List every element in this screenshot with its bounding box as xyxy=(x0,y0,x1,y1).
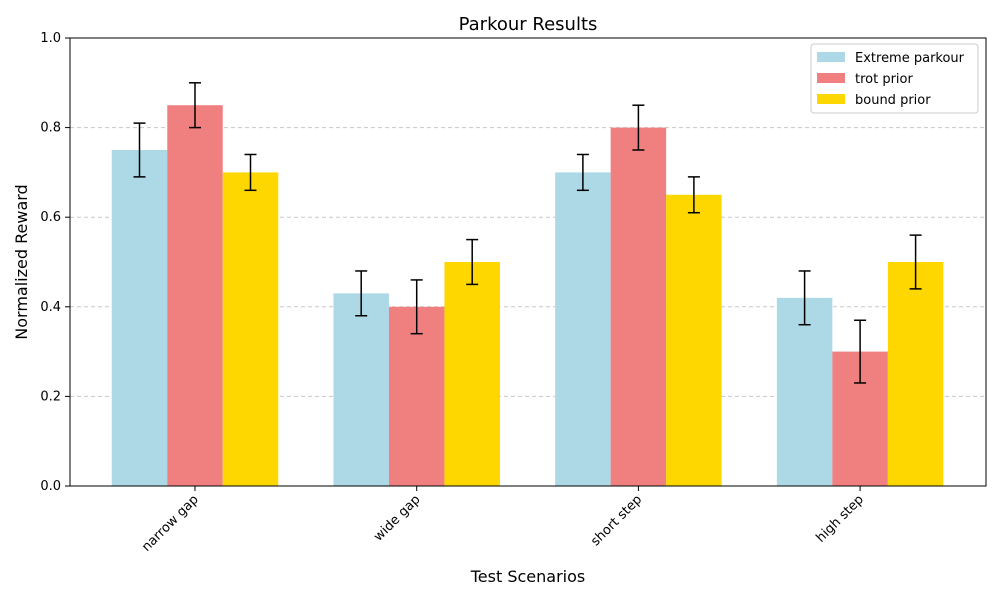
bar xyxy=(610,127,667,486)
bar xyxy=(555,172,611,486)
error-bars xyxy=(133,82,922,384)
y-tick-label: 0.0 xyxy=(40,479,61,494)
y-axis-label: Normalized Reward xyxy=(12,184,31,339)
legend-label: bound prior xyxy=(855,93,931,108)
bar xyxy=(666,194,722,487)
legend-swatch xyxy=(817,73,845,83)
y-tick-label: 1.0 xyxy=(40,31,61,46)
y-tick-label: 0.6 xyxy=(40,210,61,225)
x-tick-label: high step xyxy=(813,492,866,545)
y-tick-label: 0.4 xyxy=(40,300,61,315)
legend-label: trot prior xyxy=(855,72,914,87)
y-tick-label: 0.2 xyxy=(40,389,61,404)
bar xyxy=(222,172,279,486)
chart-title: Parkour Results xyxy=(459,14,598,35)
legend-swatch xyxy=(817,94,845,104)
bar xyxy=(167,105,223,486)
bar xyxy=(887,262,944,486)
legend-label: Extreme parkour xyxy=(855,51,965,66)
x-tick-label: short step xyxy=(588,492,645,549)
bar xyxy=(111,150,168,486)
legend: Extreme parkour trot prior bound prior xyxy=(810,43,979,114)
plot-frame xyxy=(69,37,987,487)
y-axis: 0.0 0.2 0.4 0.6 0.8 1.0 xyxy=(40,31,70,494)
x-tick-label: narrow gap xyxy=(139,492,202,555)
x-axis: narrow gap wide gap short step high step xyxy=(139,486,867,555)
bar xyxy=(444,262,500,486)
bars xyxy=(111,105,944,487)
bar xyxy=(776,297,833,486)
y-tick-label: 0.8 xyxy=(40,121,61,136)
bar xyxy=(333,293,389,486)
x-axis-label: Test Scenarios xyxy=(470,567,585,586)
bar xyxy=(388,306,445,486)
legend-box xyxy=(810,43,979,114)
x-tick-label: wide gap xyxy=(371,492,423,544)
legend-swatch xyxy=(817,52,845,62)
